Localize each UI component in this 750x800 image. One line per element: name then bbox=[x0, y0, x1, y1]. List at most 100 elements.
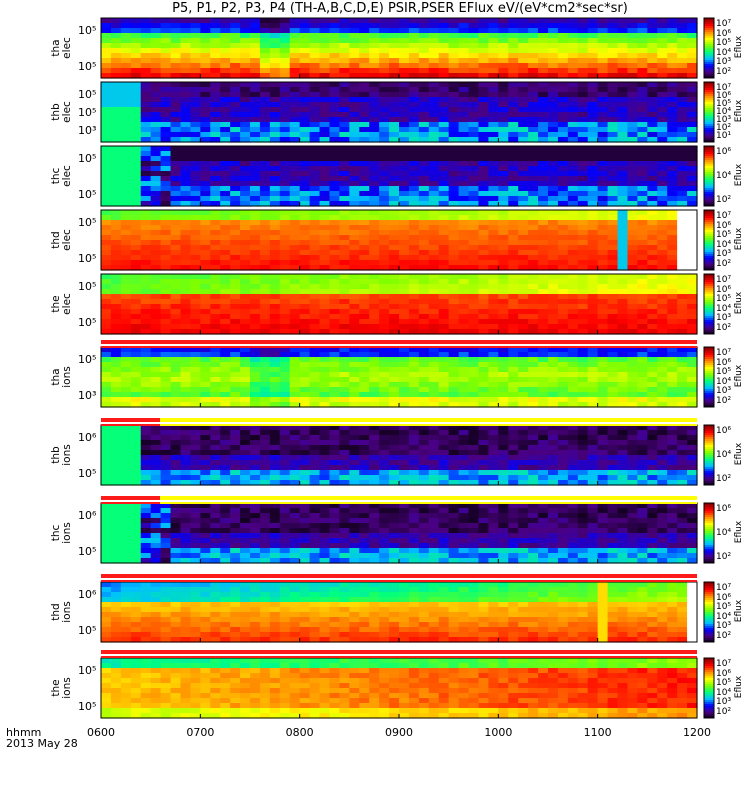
heatmap-cell bbox=[418, 377, 430, 383]
heatmap-cell bbox=[160, 304, 172, 310]
heatmap-cell bbox=[587, 28, 599, 34]
heatmap-cell bbox=[190, 440, 201, 446]
heatmap-cell bbox=[428, 470, 440, 476]
heatmap-cell bbox=[667, 107, 678, 113]
heatmap-cell bbox=[389, 58, 400, 64]
heatmap-cell bbox=[240, 329, 251, 335]
heatmap-cell bbox=[259, 68, 271, 74]
heatmap-cell bbox=[309, 362, 321, 368]
heatmap-cell bbox=[339, 382, 350, 388]
heatmap-cell bbox=[359, 186, 370, 192]
heatmap-cell bbox=[647, 367, 658, 373]
heatmap-cell bbox=[230, 309, 241, 315]
heatmap-cell bbox=[647, 127, 658, 133]
heatmap-cell bbox=[110, 274, 122, 280]
heatmap-cell bbox=[220, 240, 231, 246]
colorbar-step bbox=[704, 82, 714, 85]
heatmap-cell bbox=[160, 319, 172, 325]
heatmap-cell bbox=[379, 435, 390, 441]
heatmap-cell bbox=[379, 225, 390, 231]
heatmap-cell bbox=[557, 181, 569, 187]
heatmap-cell bbox=[528, 181, 539, 187]
heatmap-cell bbox=[359, 314, 370, 320]
heatmap-cell bbox=[478, 68, 489, 74]
heatmap-cell bbox=[160, 215, 172, 221]
heatmap-cell bbox=[101, 117, 112, 123]
heatmap-cell bbox=[180, 294, 191, 300]
heatmap-cell bbox=[528, 151, 539, 157]
heatmap-cell bbox=[687, 230, 698, 236]
heatmap-cell bbox=[279, 171, 291, 177]
heatmap-cell bbox=[478, 63, 489, 69]
heatmap-cell bbox=[418, 352, 430, 358]
heatmap-cell bbox=[259, 82, 271, 88]
heatmap-cell bbox=[160, 260, 172, 266]
heatmap-cell bbox=[607, 166, 619, 172]
heatmap-cell bbox=[468, 274, 480, 280]
heatmap-cell bbox=[448, 176, 460, 182]
heatmap-cell bbox=[637, 156, 648, 162]
heatmap-cell bbox=[498, 382, 509, 388]
heatmap-cell bbox=[399, 166, 410, 172]
heatmap-cell bbox=[557, 382, 569, 388]
heatmap-cell bbox=[428, 367, 440, 373]
colorbar-step bbox=[704, 306, 714, 309]
heatmap-cell bbox=[518, 63, 529, 69]
heatmap-cell bbox=[150, 470, 162, 476]
heatmap-cell bbox=[577, 284, 589, 290]
heatmap-cell bbox=[329, 68, 340, 74]
heatmap-cell bbox=[518, 255, 529, 261]
heatmap-cell bbox=[647, 181, 658, 187]
heatmap-cell bbox=[130, 324, 142, 330]
heatmap-cell bbox=[240, 352, 251, 358]
heatmap-cell bbox=[230, 127, 241, 133]
heatmap-cell bbox=[597, 58, 609, 64]
heatmap-cell bbox=[597, 107, 609, 113]
heatmap-cell bbox=[448, 372, 460, 378]
heatmap-cell bbox=[319, 117, 331, 123]
heatmap-cell bbox=[319, 230, 331, 236]
heatmap-cell bbox=[538, 255, 549, 261]
heatmap-cell bbox=[498, 274, 509, 280]
heatmap-cell bbox=[329, 382, 340, 388]
heatmap-cell bbox=[279, 48, 291, 54]
heatmap-cell bbox=[657, 171, 668, 177]
heatmap-cell bbox=[667, 225, 678, 231]
heatmap-cell bbox=[428, 382, 440, 388]
heatmap-cell bbox=[299, 377, 311, 383]
heatmap-cell bbox=[339, 151, 350, 157]
heatmap-cell bbox=[220, 92, 231, 98]
heatmap-cell bbox=[518, 210, 529, 216]
heatmap-cell bbox=[627, 397, 638, 403]
heatmap-cell bbox=[528, 161, 539, 167]
heatmap-cell bbox=[180, 87, 191, 93]
heatmap-cell bbox=[329, 440, 340, 446]
heatmap-cell bbox=[160, 480, 172, 486]
heatmap-cell bbox=[240, 215, 251, 221]
heatmap-cell bbox=[448, 387, 460, 393]
heatmap-cell bbox=[329, 117, 340, 123]
colorbar-step bbox=[704, 403, 714, 406]
heatmap-cell bbox=[279, 53, 291, 59]
heatmap-cell bbox=[617, 304, 629, 310]
heatmap-cell bbox=[677, 392, 688, 398]
heatmap-cell bbox=[597, 63, 609, 69]
heatmap-cell bbox=[319, 357, 331, 363]
heatmap-cell bbox=[200, 470, 211, 476]
heatmap-cell bbox=[538, 274, 549, 280]
heatmap-cell bbox=[538, 181, 549, 187]
heatmap-cell bbox=[617, 314, 629, 320]
heatmap-cell bbox=[557, 314, 569, 320]
heatmap-cell bbox=[627, 357, 638, 363]
heatmap-cell bbox=[528, 18, 539, 24]
heatmap-cell bbox=[657, 397, 668, 403]
heatmap-cell bbox=[140, 181, 152, 187]
heatmap-cell bbox=[408, 38, 420, 44]
heatmap-cell bbox=[140, 97, 152, 103]
heatmap-cell bbox=[647, 240, 658, 246]
heatmap-cell bbox=[250, 63, 261, 69]
heatmap-cell bbox=[657, 97, 668, 103]
heatmap-cell bbox=[577, 367, 589, 373]
heatmap-cell bbox=[488, 329, 499, 335]
heatmap-cell bbox=[240, 127, 251, 133]
